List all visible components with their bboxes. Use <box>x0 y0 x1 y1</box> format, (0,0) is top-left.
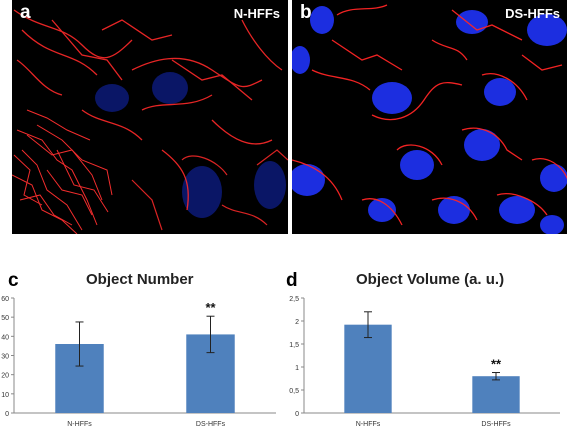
x-tick-label: N-HFFs <box>356 421 381 428</box>
significance-marker: ** <box>491 357 502 372</box>
significance-marker: ** <box>205 300 216 315</box>
panel-letter-d: d <box>286 270 298 291</box>
chart-object-number: 0 10 20 30 40 50 60 N-HFFs ** DS-HFFs <box>1 296 276 428</box>
micrograph-ds-hffs: b DS-HFFs <box>292 0 567 234</box>
y-tick-label: 20 <box>1 373 9 380</box>
y-tick-label: 0,5 <box>289 388 299 395</box>
y-tick-label: 10 <box>1 392 9 399</box>
x-tick-label: DS-HFFs <box>481 421 511 428</box>
micrograph-n-hffs: a N-HFFs <box>12 0 288 234</box>
x-tick-label: N-HFFs <box>67 421 92 428</box>
x-tick-label: DS-HFFs <box>196 421 226 428</box>
y-tick-label: 1,5 <box>289 342 299 349</box>
chart-title-object-volume: Object Volume (a. u.) <box>356 271 505 288</box>
micrograph-ds-hffs-drawing <box>292 4 567 234</box>
y-tick-label: 2,5 <box>289 296 299 303</box>
panel-letter-b: b <box>300 2 312 23</box>
y-tick-label: 1 <box>295 365 299 372</box>
chart-object-volume: 0 0,5 1 1,5 2 2,5 N-HFFs ** DS-HFFs <box>289 296 560 428</box>
y-tick-label: 2 <box>295 319 299 326</box>
bar-ds-hffs <box>472 376 520 413</box>
y-tick-label: 60 <box>1 296 9 303</box>
micrograph-n-hffs-drawing <box>12 9 288 234</box>
bar-n-hffs <box>344 324 392 413</box>
panel-letter-c: c <box>8 270 19 291</box>
panel-label-n-hffs: N-HFFs <box>233 6 280 21</box>
y-tick-label: 50 <box>1 315 9 322</box>
chart-title-object-number: Object Number <box>86 271 194 288</box>
y-tick-label: 0 <box>5 411 9 418</box>
panel-label-ds-hffs: DS-HFFs <box>505 6 560 21</box>
y-tick-label: 0 <box>295 411 299 418</box>
y-tick-label: 30 <box>1 354 9 361</box>
panel-letter-a: a <box>20 2 31 23</box>
y-tick-label: 40 <box>1 334 9 341</box>
